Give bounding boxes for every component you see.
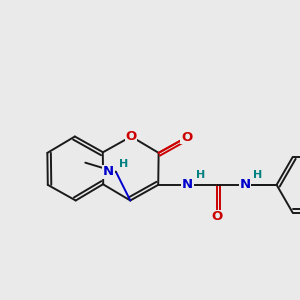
Text: O: O xyxy=(212,210,223,224)
Text: N: N xyxy=(182,178,193,191)
Text: O: O xyxy=(125,130,137,143)
Text: N: N xyxy=(103,165,114,178)
Text: H: H xyxy=(196,170,205,180)
Text: N: N xyxy=(240,178,251,191)
Text: O: O xyxy=(181,131,192,144)
Text: H: H xyxy=(119,159,128,169)
Text: H: H xyxy=(253,170,262,180)
